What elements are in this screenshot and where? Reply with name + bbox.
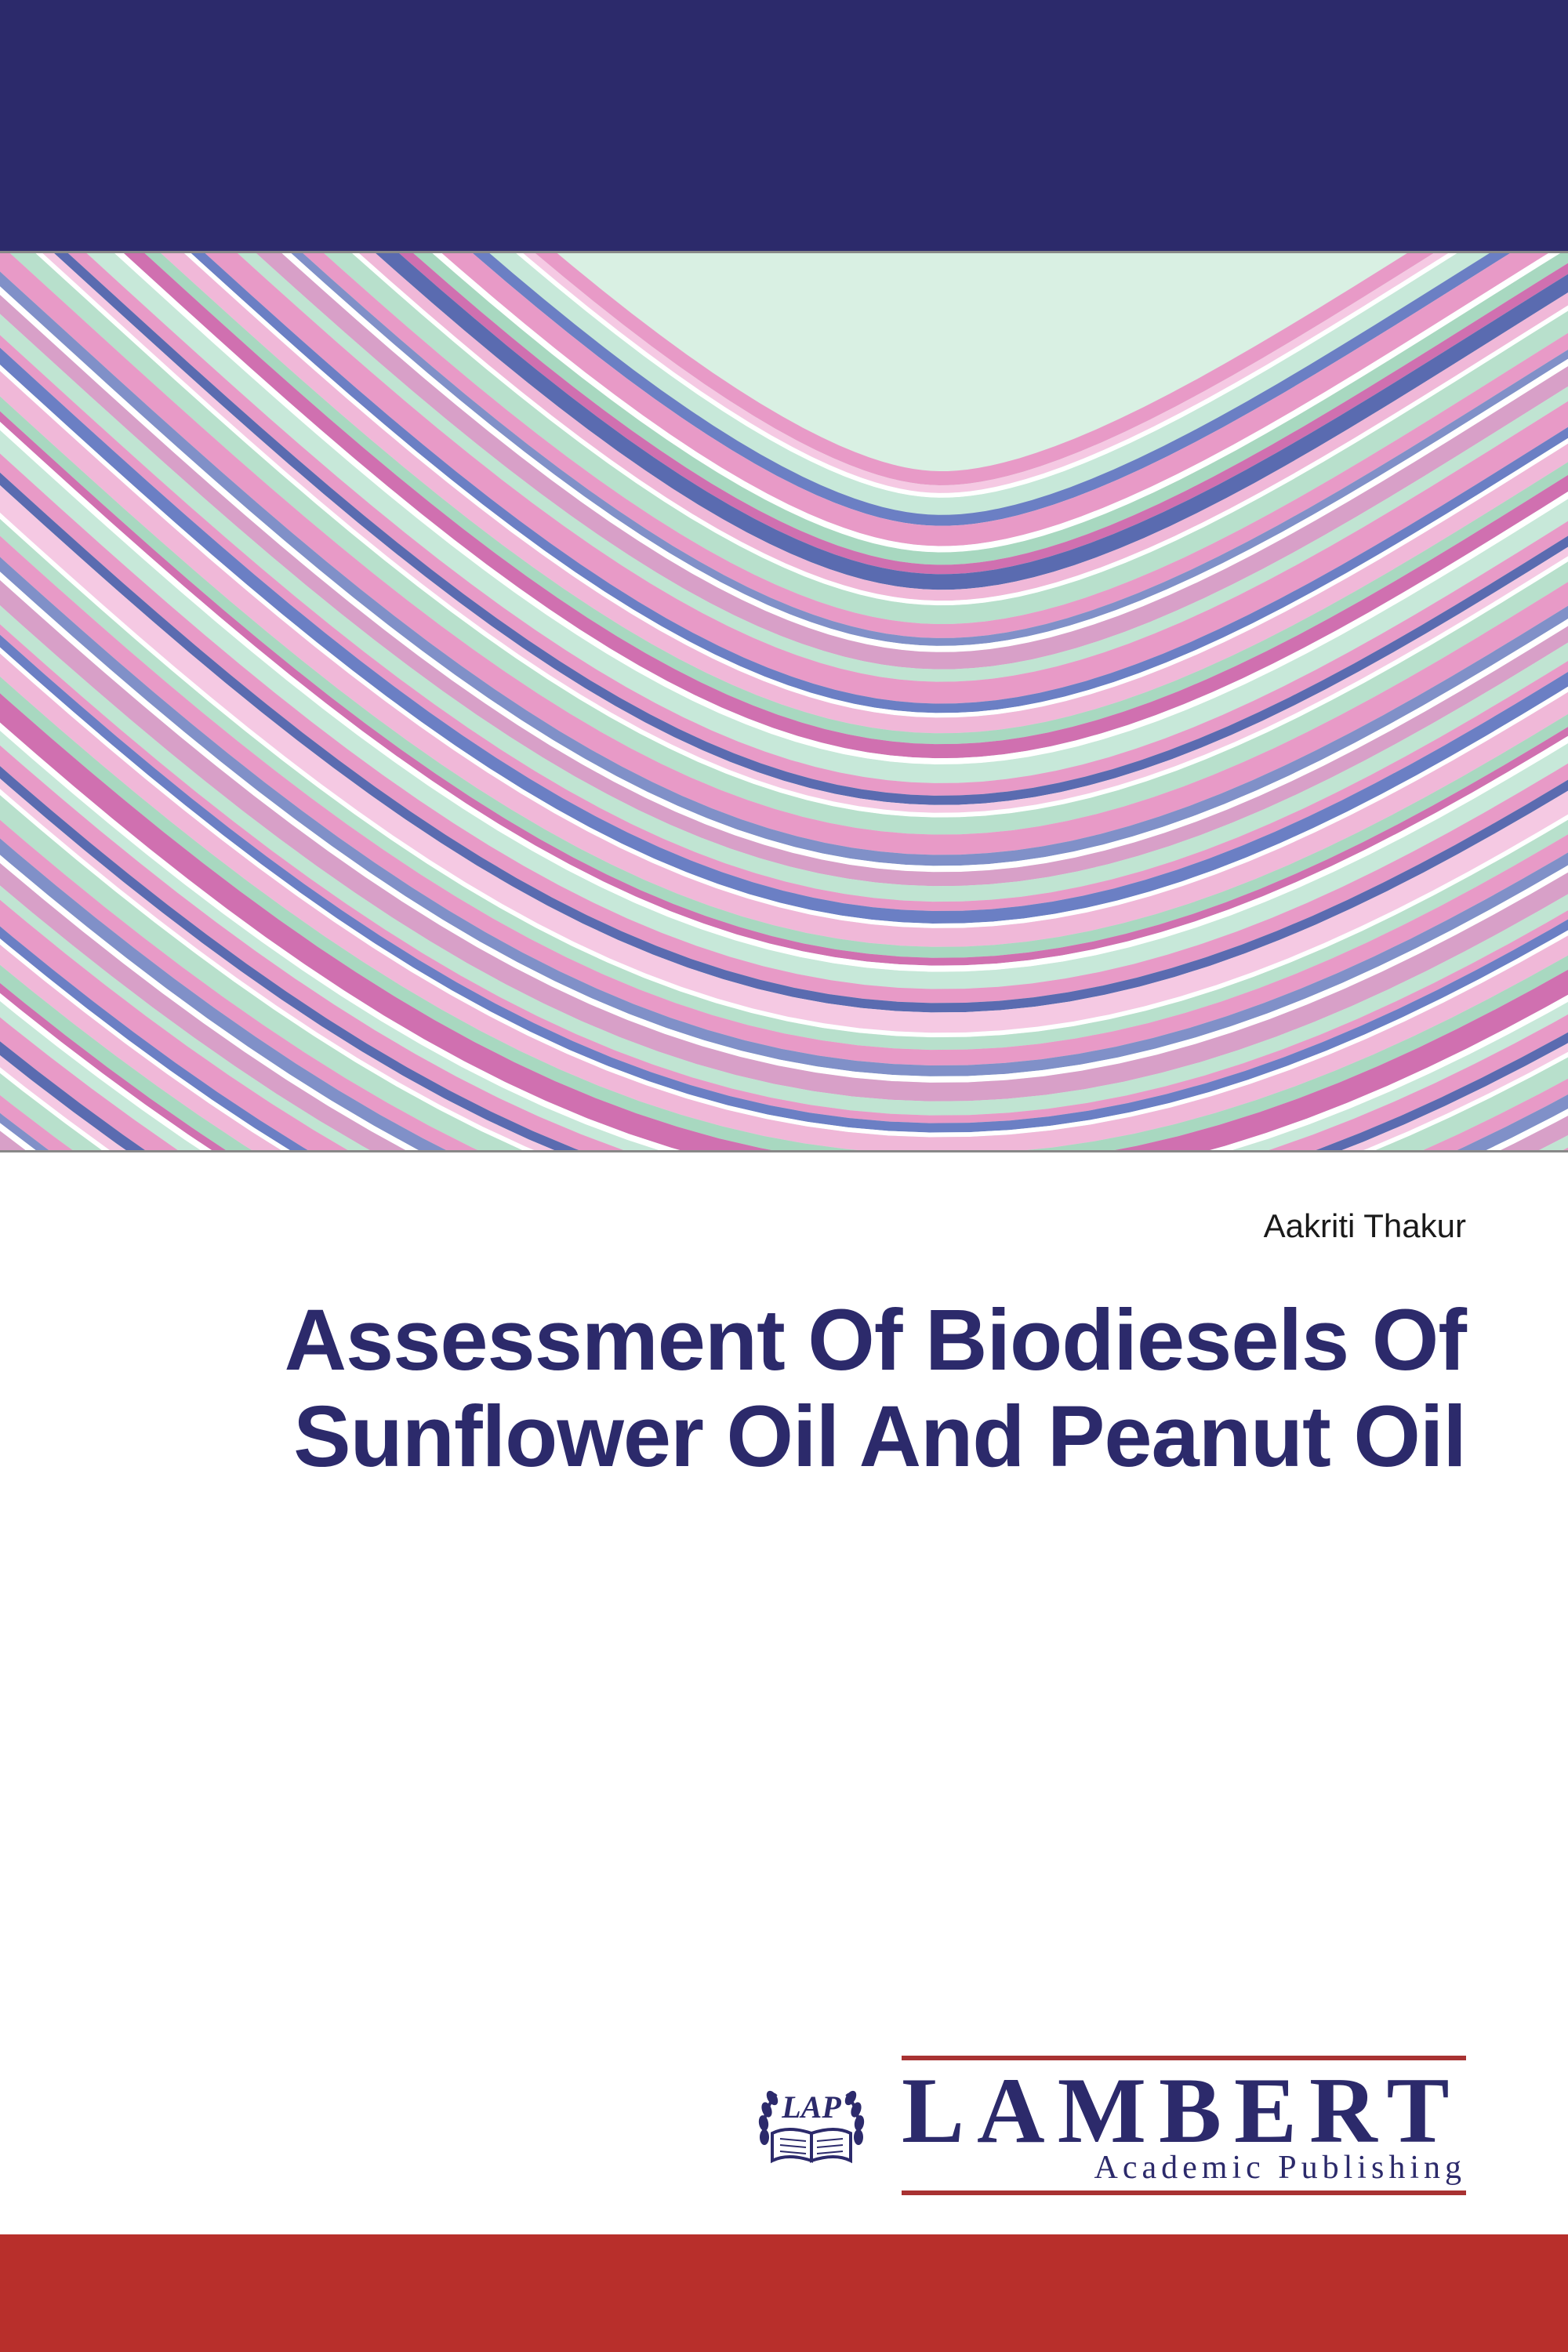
text-content-area: Aakriti Thakur Assessment Of Biodiesels … xyxy=(0,1152,1568,1485)
publisher-subtitle: Academic Publishing xyxy=(902,2151,1466,2190)
bottom-color-band xyxy=(0,2234,1568,2352)
publisher-logo-icon: LAP xyxy=(745,2074,878,2176)
author-name: Aakriti Thakur xyxy=(102,1207,1466,1245)
top-color-band xyxy=(0,0,1568,251)
book-title: Assessment Of Biodiesels Of Sunflower Oi… xyxy=(102,1292,1466,1485)
publisher-bottom-rule xyxy=(902,2190,1466,2195)
logo-badge-text: LAP xyxy=(781,2089,841,2125)
publisher-text: LAMBERT Academic Publishing xyxy=(902,2056,1466,2195)
publisher-name: LAMBERT xyxy=(902,2060,1466,2158)
publisher-block: LAP LAMBERT Academic Publishing xyxy=(745,2056,1466,2195)
cover-wave-art xyxy=(0,251,1568,1152)
